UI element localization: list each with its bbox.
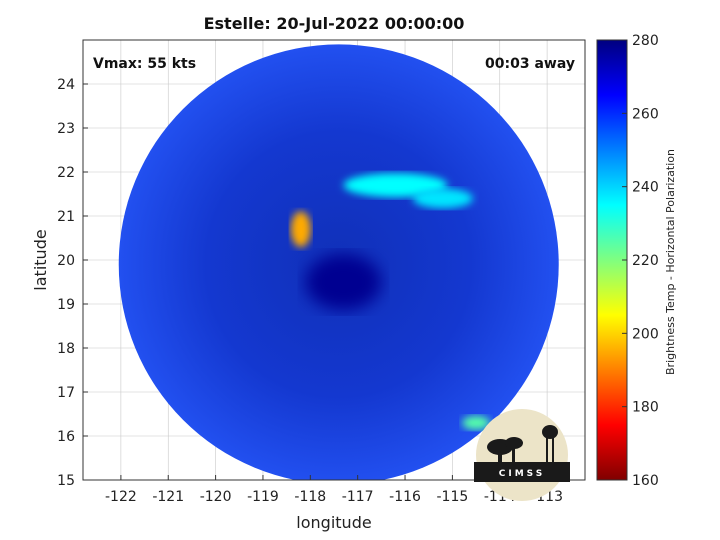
y-tick-label: 22 [57, 165, 75, 181]
feature-rainband-ne [412, 188, 473, 209]
colorbar-ticks: 160 180 200 220 240 260 280 [622, 33, 659, 489]
y-tick-label: 18 [57, 341, 75, 357]
time-offset-annotation: 00:03 away [485, 56, 575, 72]
cimss-logo: CIMSS [474, 409, 570, 501]
x-axis: -122 -121 -120 -119 -118 -117 -116 -115 -114 -113 [105, 475, 563, 505]
x-tick-label: -122 [105, 489, 137, 505]
y-axis: 15 16 17 18 19 20 21 22 23 24 [57, 77, 88, 489]
y-tick-label: 24 [57, 77, 75, 93]
colorbar-tick-label: 280 [632, 33, 659, 49]
colorbar-tick-label: 180 [632, 400, 659, 416]
colorbar-tick-label: 200 [632, 326, 659, 342]
x-axis-label: longitude [296, 513, 371, 532]
feature-rainband-north [343, 173, 448, 198]
page-title: Estelle: 20-Jul-2022 00:00:00 [203, 14, 465, 33]
colorbar-tick-label: 220 [632, 253, 659, 269]
colorbar-tick-label: 240 [632, 180, 659, 196]
y-tick-label: 20 [57, 253, 75, 269]
y-tick-label: 16 [57, 429, 75, 445]
feature-cell-south [462, 415, 491, 430]
y-tick-label: 19 [57, 297, 75, 313]
x-tick-label: -118 [294, 489, 326, 505]
features-layer [290, 173, 491, 430]
feature-rainband-west [290, 211, 311, 248]
x-tick-label: -121 [152, 489, 184, 505]
colorbar-tick-label: 260 [632, 106, 659, 122]
x-tick-label: -116 [389, 489, 421, 505]
x-tick-label: -119 [247, 489, 279, 505]
y-tick-label: 15 [57, 473, 75, 489]
y-tick-label: 21 [57, 209, 75, 225]
y-tick-label: 23 [57, 121, 75, 137]
x-tick-label: -117 [342, 489, 374, 505]
colorbar-label: Brightness Temp - Horizontal Polarizatio… [664, 149, 677, 375]
colorbar-tick-label: 160 [632, 473, 659, 489]
y-tick-label: 17 [57, 385, 75, 401]
vmax-annotation: Vmax: 55 kts [93, 56, 196, 72]
logo-text: CIMSS [499, 469, 545, 479]
x-tick-label: -115 [437, 489, 469, 505]
x-tick-label: -120 [200, 489, 232, 505]
y-axis-label: latitude [31, 229, 50, 290]
feature-eye [305, 254, 382, 310]
